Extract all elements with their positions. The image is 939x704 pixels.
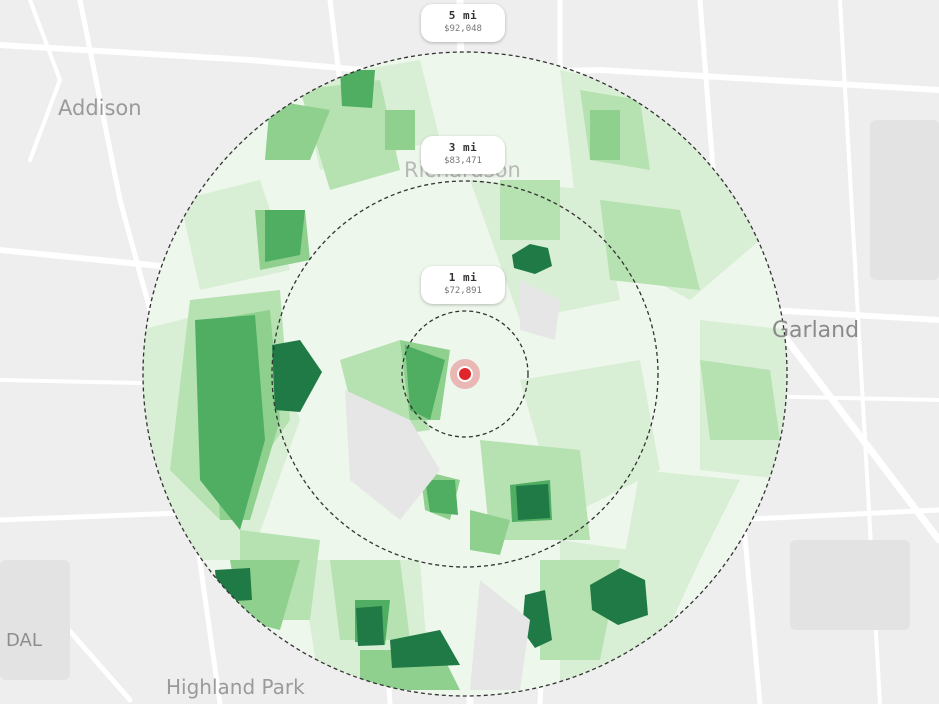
ring-1mi	[401, 310, 529, 438]
ring-income: $83,471	[444, 156, 482, 166]
radius-rings	[142, 51, 788, 697]
ring-distance: 1 mi	[448, 271, 478, 284]
ring-distance: 5 mi	[448, 9, 478, 22]
ring-label-5mi[interactable]: 5 mi $92,048	[421, 4, 505, 42]
parks	[0, 120, 939, 680]
place-label-addison: Addison	[58, 96, 142, 120]
place-label-garland: Garland	[772, 318, 860, 343]
ring-3mi	[271, 180, 659, 568]
ring-income: $92,048	[444, 24, 482, 34]
ring-distance: 3 mi	[448, 141, 478, 154]
location-pin-icon[interactable]	[450, 359, 480, 389]
ring-label-1mi[interactable]: 1 mi $72,891	[421, 266, 505, 304]
ring-label-3mi[interactable]: 3 mi $83,471	[421, 136, 505, 174]
ring-income: $72,891	[444, 286, 482, 296]
place-label-highland-park: Highland Park	[166, 675, 305, 699]
ring-5mi	[142, 51, 788, 697]
place-label-dal: DAL	[6, 630, 42, 651]
